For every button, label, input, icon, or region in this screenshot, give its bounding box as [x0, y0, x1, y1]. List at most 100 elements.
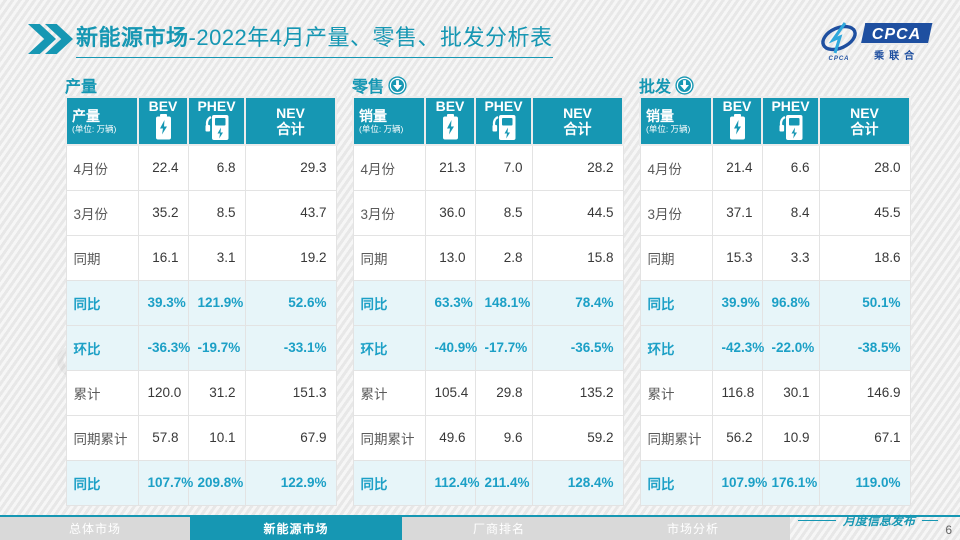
row-label: 环比 [65, 324, 139, 371]
row-label: 环比 [352, 324, 426, 371]
row-label: 3月份 [352, 189, 426, 236]
unit-header-cell: 销量 (单位: 万辆) [352, 96, 426, 146]
page-number: 6 [945, 523, 952, 537]
nev-total-label: 合计 [276, 121, 305, 137]
retail-table: 销量 (单位: 万辆) BEV PHEV NEV 合计 4月份 21.3 7.0 28.2 3月份 3… [352, 96, 624, 506]
cell-value: 107.7% [137, 459, 193, 506]
cell-value: 6.6 [761, 144, 820, 191]
retail-section-header: 零售 [352, 74, 622, 96]
nev-label: NEV [850, 105, 879, 121]
cell-value: -19.7% [187, 324, 246, 371]
bev-header-cell: BEV [424, 96, 476, 146]
nev-total-header-cell: NEV 合计 [531, 96, 624, 146]
unit-sub-label: (单位: 万辆) [359, 123, 404, 134]
production-section-label: 产量 [65, 79, 98, 96]
nev-total-label: 合计 [563, 121, 592, 137]
tab-nev-market[interactable]: 新能源市场 [190, 517, 402, 540]
unit-label: 产量 [72, 107, 100, 124]
row-label: 4月份 [65, 144, 139, 191]
cell-value: 8.5 [474, 189, 533, 236]
cell-value: 8.5 [187, 189, 246, 236]
cell-value: 211.4% [474, 459, 533, 506]
tab-overall-market[interactable]: 总体市场 [0, 517, 190, 540]
tab-oem-ranking[interactable]: 厂商排名 [402, 517, 596, 540]
cpca-swoosh-icon [821, 22, 857, 54]
cell-value: 7.0 [474, 144, 533, 191]
row-label: 同比 [65, 279, 139, 326]
table-row: 同期 16.1 3.1 19.2 [65, 234, 337, 281]
row-label: 3月份 [639, 189, 713, 236]
phev-header-cell: PHEV [187, 96, 246, 146]
table-row: 3月份 35.2 8.5 43.7 [65, 189, 337, 236]
table-row: 3月份 36.0 8.5 44.5 [352, 189, 624, 236]
cell-value: -33.1% [244, 324, 337, 371]
production-table-block: 产量 产量 (单位: 万辆) BEV PHEV NEV 合计 4月份 22.4 6.8 29.3 3月… [65, 74, 337, 506]
row-label: 同比 [65, 459, 139, 506]
page-title-bold: 新能源市场 [76, 25, 189, 50]
cell-value: 128.4% [531, 459, 624, 506]
cell-value: 146.9 [818, 369, 911, 416]
cell-value: 39.3% [137, 279, 189, 326]
unit-label: 销量 [646, 107, 674, 124]
row-label: 同期累计 [639, 414, 713, 461]
table-row: 累计 120.0 31.2 151.3 [65, 369, 337, 416]
header-row: 产量 (单位: 万辆) BEV PHEV NEV 合计 [65, 96, 337, 146]
cell-value: 120.0 [137, 369, 189, 416]
table-row: 3月份 37.1 8.4 45.5 [639, 189, 911, 236]
cpca-logo-small-text: CPCA [828, 56, 850, 62]
cell-value: 56.2 [711, 414, 763, 461]
cell-value: 21.4 [711, 144, 763, 191]
cell-value: 37.1 [711, 189, 763, 236]
cell-value: 209.8% [187, 459, 246, 506]
cell-value: 63.3% [424, 279, 476, 326]
header-row: 销量 (单位: 万辆) BEV PHEV NEV 合计 [352, 96, 624, 146]
table-row: 4月份 21.4 6.6 28.0 [639, 144, 911, 191]
row-label: 累计 [65, 369, 139, 416]
cell-value: 39.9% [711, 279, 763, 326]
charging-station-icon [491, 114, 517, 142]
circle-down-arrow-icon [675, 76, 694, 95]
publication-label: 月度信息发布 [797, 512, 938, 529]
cell-value: 36.0 [424, 189, 476, 236]
row-label: 环比 [639, 324, 713, 371]
unit-sub-label: (单位: 万辆) [72, 123, 117, 134]
phev-header-cell: PHEV [474, 96, 533, 146]
slide-header: 新能源市场-2022年4月产量、零售、批发分析表 CPCA CPCA 乘联合 [28, 18, 946, 68]
table-row: 同比 39.9% 96.8% 50.1% [639, 279, 911, 326]
cpca-org-name: 乘联合 [874, 50, 920, 62]
bev-header-cell: BEV [137, 96, 189, 146]
tab-market-analysis[interactable]: 市场分析 [596, 517, 790, 540]
phev-label: PHEV [771, 97, 810, 114]
cpca-logo: CPCA CPCA 乘联合 [818, 18, 946, 66]
cpca-wordmark: CPCA [860, 22, 933, 45]
cell-value: 35.2 [137, 189, 189, 236]
cell-value: 21.3 [424, 144, 476, 191]
cell-value: 45.5 [818, 189, 911, 236]
page-title: 新能源市场-2022年4月产量、零售、批发分析表 [76, 20, 553, 58]
row-label: 同比 [352, 279, 426, 326]
row-label: 累计 [352, 369, 426, 416]
cell-value: 29.3 [244, 144, 337, 191]
cell-value: 49.6 [424, 414, 476, 461]
cell-value: 148.1% [474, 279, 533, 326]
nev-label: NEV [276, 105, 305, 121]
table-row: 同期累计 57.8 10.1 67.9 [65, 414, 337, 461]
cell-value: 6.8 [187, 144, 246, 191]
table-row: 同比 39.3% 121.9% 52.6% [65, 279, 337, 326]
cell-value: -38.5% [818, 324, 911, 371]
footer-tab-bar: 总体市场 新能源市场 厂商排名 市场分析 [0, 517, 790, 540]
row-label: 同期 [65, 234, 139, 281]
cell-value: -22.0% [761, 324, 820, 371]
row-label: 同比 [639, 459, 713, 506]
cell-value: 31.2 [187, 369, 246, 416]
cell-value: 67.9 [244, 414, 337, 461]
production-section-header: 产量 [65, 74, 335, 96]
cell-value: 28.0 [818, 144, 911, 191]
cell-value: 28.2 [531, 144, 624, 191]
tables-container: 产量 产量 (单位: 万辆) BEV PHEV NEV 合计 4月份 22.4 6.8 29.3 3月… [65, 74, 911, 506]
charging-station-icon [778, 114, 804, 142]
table-row: 环比 -40.9% -17.7% -36.5% [352, 324, 624, 371]
row-label: 同期累计 [352, 414, 426, 461]
cell-value: 112.4% [424, 459, 480, 506]
